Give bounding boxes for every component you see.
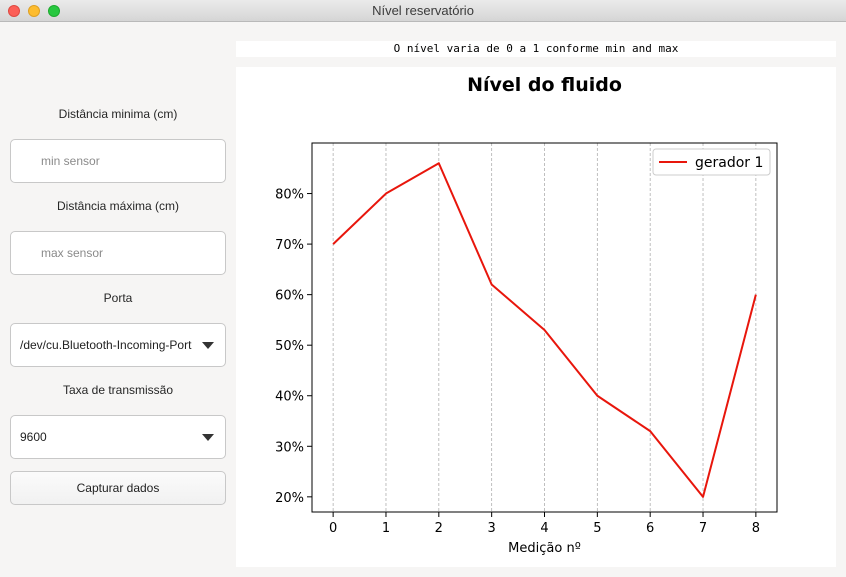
baud-rate-label: Taxa de transmissão — [62, 383, 174, 397]
y-tick-label: 20% — [275, 491, 304, 506]
series-line-gerador-1 — [332, 162, 757, 498]
legend-box — [652, 148, 771, 176]
y-tick-label: 70% — [275, 238, 304, 253]
window-title: Nível reservatório — [372, 3, 474, 18]
port-select[interactable]: /dev/cu.Bluetooth-Incoming-Port — [10, 323, 226, 367]
x-tick-label: 5 — [593, 521, 601, 536]
baud-rate-select-value: 9600 — [20, 430, 47, 444]
chevron-down-icon — [202, 434, 214, 441]
port-select-value: /dev/cu.Bluetooth-Incoming-Port — [20, 338, 192, 352]
title-bar: Nível reservatório — [0, 0, 846, 22]
y-tick-label: 60% — [275, 289, 304, 304]
x-tick-label: 3 — [488, 521, 496, 536]
min-distance-label: Distância minima (cm) — [58, 107, 178, 121]
max-distance-label: Distância máxima (cm) — [56, 199, 179, 213]
x-tick-label: 2 — [435, 521, 443, 536]
y-tick-label: 40% — [275, 390, 304, 405]
settings-sidebar: Distância minima (cm) Distância máxima (… — [0, 22, 236, 577]
x-tick-label: 0 — [329, 521, 337, 536]
capture-data-button[interactable]: Capturar dados — [10, 471, 226, 505]
baud-rate-select[interactable]: 9600 — [10, 415, 226, 459]
y-tick-label: 30% — [275, 440, 304, 455]
line-chart: Nível do fluido 0 1 2 3 4 5 6 7 8 20% 30% 40% 50% 60% 7… — [275, 74, 778, 556]
max-distance-input[interactable] — [10, 231, 226, 275]
minimize-window-button[interactable] — [28, 5, 40, 17]
x-tick-label: 6 — [646, 521, 654, 536]
y-tick-label: 50% — [275, 339, 304, 354]
y-tick-label: 80% — [275, 188, 304, 203]
port-label: Porta — [103, 291, 133, 305]
x-tick-label: 1 — [382, 521, 390, 536]
x-tick-label: 8 — [752, 521, 760, 536]
x-tick-label: 7 — [699, 521, 707, 536]
chart-panel: Nível do fluido 0 1 2 3 4 5 6 7 8 20% 30% 40% 50% 60% 7… — [236, 67, 836, 567]
x-tick-label: 4 — [540, 521, 548, 536]
min-distance-input[interactable] — [10, 139, 226, 183]
info-text: O nível varia de 0 a 1 conforme min and … — [236, 41, 836, 57]
close-window-button[interactable] — [8, 5, 20, 17]
maximize-window-button[interactable] — [48, 5, 60, 17]
x-axis-label: Medição nº — [508, 541, 581, 556]
chart-title: Nível do fluido — [467, 74, 622, 96]
chevron-down-icon — [202, 342, 214, 349]
legend-label: gerador 1 — [695, 155, 763, 171]
